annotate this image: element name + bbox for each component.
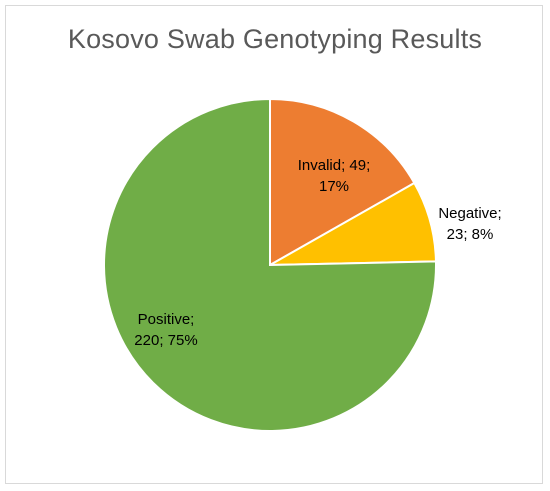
chart-title: Kosovo Swab Genotyping Results <box>67 24 483 54</box>
slice-label-negative: Negative; 23; 8% <box>438 205 501 243</box>
slice-label-positive: Positive; 220; 75% <box>134 311 197 349</box>
pie-slice-positive <box>103 97 437 432</box>
slice-label-invalid: Invalid; 49; 17% <box>298 157 371 195</box>
pie-slice-invalid <box>269 97 416 267</box>
